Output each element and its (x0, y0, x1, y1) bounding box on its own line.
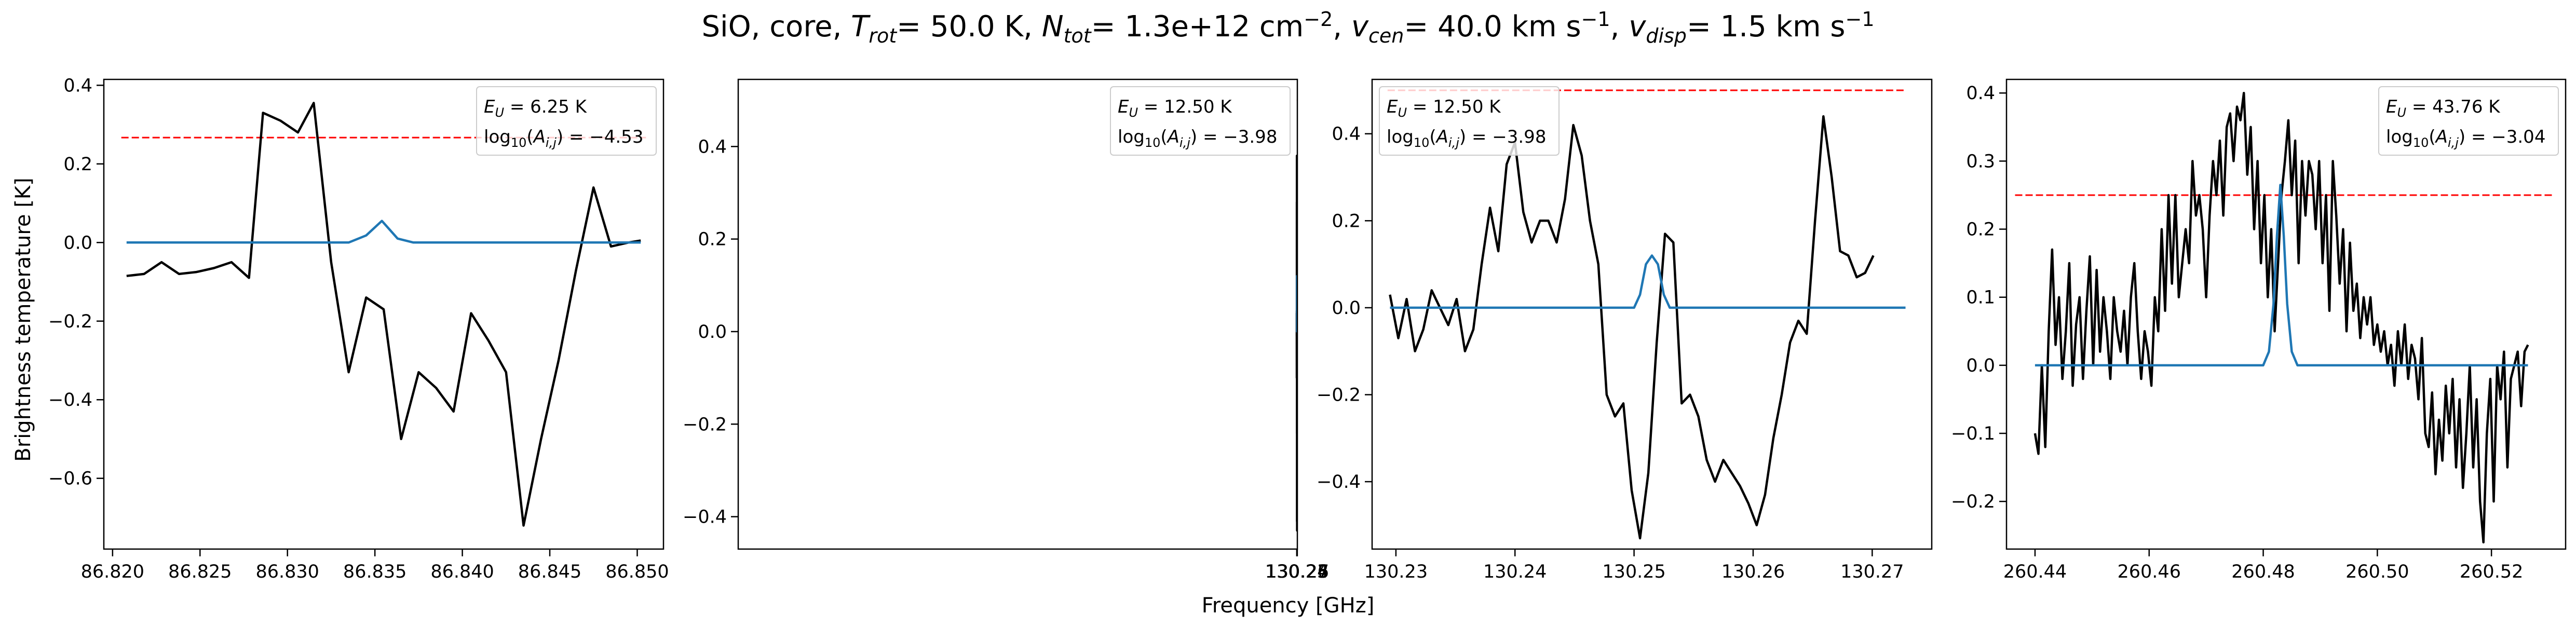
subplot-3: 130.23 130.24 130.25 130.26 130.27 −0.4 −0.2 0.… (1317, 78, 1933, 582)
upper-energy-label: EU = 12.50 K (1387, 97, 1501, 120)
y-tick-label: −0.4 (1317, 472, 1361, 493)
x-tick-label: 86.845 (518, 562, 581, 582)
y-tick-label: −0.4 (683, 507, 727, 528)
y-tick-label: −0.1 (1951, 423, 1995, 444)
x-tick-label: 86.850 (605, 562, 669, 582)
y-tick-label: 0.0 (1332, 298, 1361, 319)
y-tick-label: −0.2 (48, 311, 92, 332)
einstein-coefficient-label: log10(Ai,j) = −3.04 (2386, 127, 2545, 150)
x-tick-label: 130.27 (1266, 562, 1329, 582)
upper-energy-label: EU = 12.50 K (1118, 97, 1232, 120)
x-tick-label: 260.44 (2003, 562, 2067, 582)
x-tick-label: 86.840 (430, 562, 494, 582)
upper-energy-label: EU = 43.76 K (2386, 97, 2501, 120)
y-tick-label: 0.0 (1966, 355, 1995, 376)
einstein-coefficient-label: log10(Ai,j) = −3.98 (1118, 127, 1277, 150)
x-tick-label: 130.25 (1265, 562, 1328, 582)
y-tick-label: 0.2 (1966, 220, 1995, 240)
annotation-box: EU = 12.50 K log10(Ai,j) = −3.98 (1379, 86, 1560, 156)
y-tick-label: 0.0 (698, 322, 727, 343)
annotation-box: EU = 12.50 K log10(Ai,j) = −3.98 (1110, 86, 1291, 156)
x-tick-label: 130.23 (1265, 562, 1328, 582)
x-tick-label: 86.830 (255, 562, 319, 582)
annotation-frame (1379, 86, 1560, 156)
upper-energy-label: EU = 6.25 K (484, 97, 588, 120)
y-tick-label: 0.4 (698, 136, 727, 157)
plot-frame (1371, 78, 1933, 550)
y-axis-label: Brightness temperature [K] (11, 177, 35, 461)
y-tick-label: 0.4 (63, 75, 92, 96)
x-tick-label: 86.820 (81, 562, 144, 582)
einstein-coefficient-label: log10(Ai,j) = −4.53 (484, 127, 643, 150)
y-tick-label: 0.2 (1332, 211, 1361, 231)
subplots: 86.820 86.825 86.830 86.835 86.840 86.845 86.8… (48, 75, 2567, 582)
annotation-frame (1110, 86, 1291, 156)
y-tick-label: 0.0 (63, 233, 92, 253)
x-tick-label: 130.23 (1364, 562, 1428, 582)
annotation-box: EU = 43.76 K log10(Ai,j) = −3.04 (2378, 86, 2559, 156)
plot-frame (737, 78, 1298, 550)
y-tick-label: 0.2 (698, 229, 727, 250)
annotation-frame (476, 86, 657, 156)
x-tick-label: 86.825 (168, 562, 232, 582)
x-tick-label: 130.25 (1602, 562, 1665, 582)
y-tick-label: 0.3 (1966, 151, 1995, 172)
x-tick-label: 130.24 (1265, 562, 1328, 582)
model-spectrum-line (1390, 254, 1906, 309)
model-spectrum-line (2035, 184, 2528, 367)
observed-spectrum-line (2033, 91, 2529, 544)
x-tick-label: 260.50 (2345, 562, 2409, 582)
observed-spectrum-line (1389, 115, 1875, 540)
x-tick-label: 260.52 (2460, 562, 2523, 582)
x-tick-label: 130.26 (1265, 562, 1328, 582)
y-tick-label: −0.2 (1317, 385, 1361, 406)
y-tick-label: 0.1 (1966, 288, 1995, 308)
y-tick-label: 0.2 (63, 154, 92, 175)
y-tick-label: −0.4 (48, 390, 92, 411)
x-axis-label: Frequency [GHz] (1202, 594, 1375, 618)
x-tick-label: 260.46 (2118, 562, 2181, 582)
x-tick-label: 130.26 (1721, 562, 1785, 582)
plot-frame (103, 78, 665, 550)
annotation-box: EU = 6.25 K log10(Ai,j) = −4.53 (476, 86, 657, 156)
x-tick-label: 130.27 (1840, 562, 1904, 582)
x-tick-label: 130.24 (1483, 562, 1547, 582)
subplot-4: 260.44 260.46 260.48 260.50 260.52 −0.2 −0.1 0.… (1951, 78, 2567, 582)
y-tick-label: 0.4 (1966, 83, 1995, 104)
x-tick-label: 260.48 (2231, 562, 2295, 582)
y-tick-label: 0.4 (1332, 124, 1361, 145)
subplot-1: 86.820 86.825 86.830 86.835 86.840 86.845 86.8… (48, 75, 669, 582)
y-tick-label: −0.6 (48, 469, 92, 489)
plot-frame (2005, 78, 2567, 550)
model-spectrum-line (126, 220, 641, 244)
einstein-coefficient-label: log10(Ai,j) = −3.98 (1387, 127, 1546, 150)
y-tick-label: −0.2 (1951, 491, 1995, 512)
y-tick-label: −0.2 (683, 414, 727, 435)
annotation-frame (2378, 86, 2559, 156)
x-tick-label: 86.835 (343, 562, 406, 582)
observed-spectrum-line (126, 102, 641, 527)
figure-title: SiO, core, Trot= 50.0 K, Ntot= 1.3e+12 c… (701, 8, 1874, 47)
